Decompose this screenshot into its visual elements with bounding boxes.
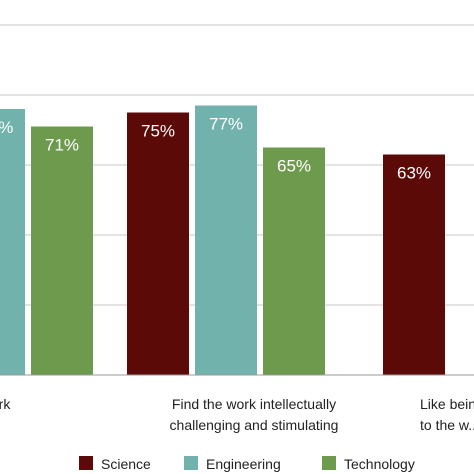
bar-engineering xyxy=(195,105,257,375)
category-label: ...eir work xyxy=(0,396,11,412)
category-label: Find the work intellectually xyxy=(172,396,336,412)
category-labels: ...eir work Find the work intellectually c… xyxy=(0,396,474,433)
category-label: Like bein... xyxy=(420,396,474,412)
legend-label-technology: Technology xyxy=(344,456,415,472)
category-label: to the w... xyxy=(420,417,474,433)
bar-value-label: 77% xyxy=(209,115,243,134)
bar-science xyxy=(127,112,189,375)
legend-swatch-engineering xyxy=(184,456,198,470)
bar-value-label: 75% xyxy=(141,122,175,141)
bars: ...5% 71% 75% 77% 65% 63% xyxy=(0,105,445,375)
bar-technology xyxy=(263,147,325,375)
bar-technology xyxy=(31,126,93,375)
category-label: challenging and stimulating xyxy=(170,417,339,433)
bar-science xyxy=(383,154,445,375)
legend: Science Engineering Technology xyxy=(79,456,415,472)
legend-label-science: Science xyxy=(101,456,151,472)
bar-engineering xyxy=(0,109,25,375)
bar-value-label: 63% xyxy=(397,164,431,183)
legend-label-engineering: Engineering xyxy=(206,456,281,472)
bar-value-label: 65% xyxy=(277,157,311,176)
legend-swatch-technology xyxy=(322,456,336,470)
bar-value-label: ...5% xyxy=(0,118,13,137)
legend-swatch-science xyxy=(79,456,93,470)
bar-value-label: 71% xyxy=(45,136,79,155)
